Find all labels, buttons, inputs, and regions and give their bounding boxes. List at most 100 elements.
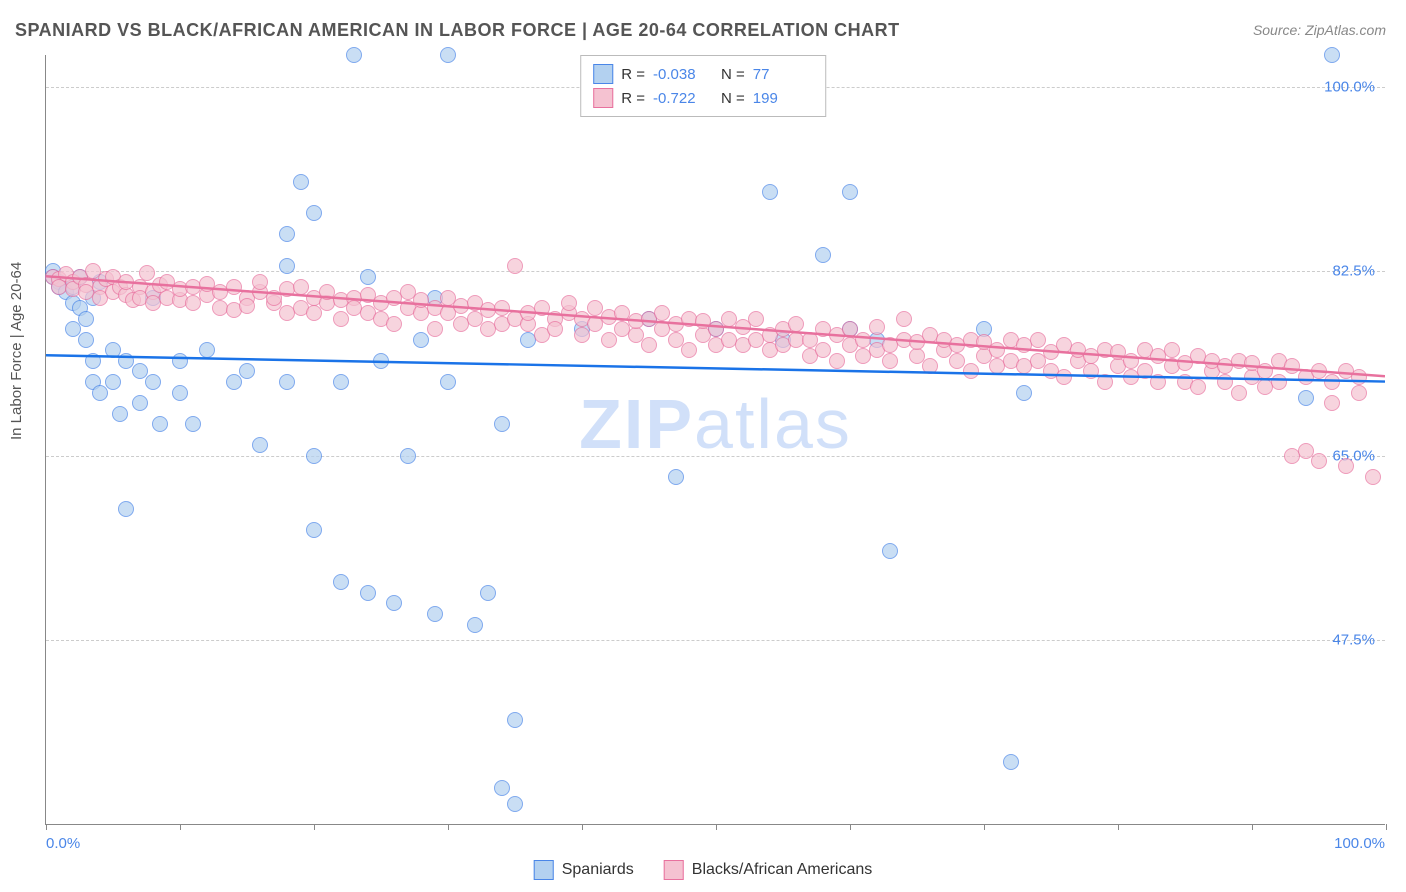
point-black <box>1056 369 1072 385</box>
stats-n-value-2: 199 <box>753 90 813 107</box>
point-black <box>1164 342 1180 358</box>
tick-x <box>1386 824 1387 830</box>
tick-x <box>1252 824 1253 830</box>
point-black <box>1324 395 1340 411</box>
point-spaniard <box>507 712 523 728</box>
point-spaniard <box>199 342 215 358</box>
gridline-h <box>46 271 1385 272</box>
point-black <box>574 327 590 343</box>
point-spaniard <box>279 258 295 274</box>
point-black <box>1351 385 1367 401</box>
legend-swatch-blue <box>534 860 554 880</box>
point-spaniard <box>762 184 778 200</box>
point-black <box>1311 453 1327 469</box>
point-spaniard <box>333 374 349 390</box>
point-spaniard <box>1003 754 1019 770</box>
point-spaniard <box>427 606 443 622</box>
point-black <box>882 353 898 369</box>
chart-title: SPANIARD VS BLACK/AFRICAN AMERICAN IN LA… <box>15 20 900 41</box>
point-spaniard <box>306 522 322 538</box>
point-spaniard <box>118 501 134 517</box>
point-spaniard <box>440 374 456 390</box>
point-spaniard <box>152 416 168 432</box>
point-spaniard <box>413 332 429 348</box>
point-spaniard <box>306 448 322 464</box>
point-spaniard <box>112 406 128 422</box>
point-spaniard <box>815 247 831 263</box>
point-spaniard <box>494 416 510 432</box>
point-spaniard <box>172 385 188 401</box>
stats-r-label: R = <box>621 66 645 83</box>
point-black <box>1365 469 1381 485</box>
plot-area: ZIPatlas 0.0% 100.0% 100.0%82.5%65.0%47.… <box>45 55 1385 825</box>
stats-box: R = -0.038 N = 77 R = -0.722 N = 199 <box>580 55 826 117</box>
point-spaniard <box>360 269 376 285</box>
gridlabel-h: 100.0% <box>1324 78 1375 95</box>
point-spaniard <box>279 374 295 390</box>
point-spaniard <box>467 617 483 633</box>
point-spaniard <box>400 448 416 464</box>
stats-row-series1: R = -0.038 N = 77 <box>593 62 813 86</box>
point-black <box>788 316 804 332</box>
point-spaniard <box>78 332 94 348</box>
stats-r-value-2: -0.722 <box>653 90 713 107</box>
point-black <box>427 321 443 337</box>
watermark-zip: ZIP <box>579 385 694 463</box>
point-spaniard <box>78 311 94 327</box>
point-spaniard <box>132 395 148 411</box>
tick-x <box>46 824 47 830</box>
legend-label-spaniards: Spaniards <box>562 861 634 879</box>
tick-x <box>448 824 449 830</box>
point-spaniard <box>226 374 242 390</box>
watermark: ZIPatlas <box>579 384 852 464</box>
point-black <box>561 295 577 311</box>
point-spaniard <box>293 174 309 190</box>
legend-swatch-pink <box>664 860 684 880</box>
point-spaniard <box>842 184 858 200</box>
x-axis-label-left: 0.0% <box>46 835 80 852</box>
point-black <box>1150 374 1166 390</box>
point-spaniard <box>252 437 268 453</box>
point-black <box>1324 374 1340 390</box>
point-spaniard <box>882 543 898 559</box>
point-black <box>1271 374 1287 390</box>
point-black <box>507 258 523 274</box>
point-black <box>333 311 349 327</box>
point-spaniard <box>1016 385 1032 401</box>
gridline-h <box>46 456 1385 457</box>
y-axis-label: In Labor Force | Age 20-64 <box>8 262 25 440</box>
stats-r-value-1: -0.038 <box>653 66 713 83</box>
tick-x <box>984 824 985 830</box>
stats-n-value-1: 77 <box>753 66 813 83</box>
legend-item-spaniards: Spaniards <box>534 860 634 880</box>
gridlabel-h: 82.5% <box>1332 263 1375 280</box>
point-black <box>306 305 322 321</box>
point-spaniard <box>105 374 121 390</box>
point-black <box>641 337 657 353</box>
point-black <box>1190 379 1206 395</box>
point-spaniard <box>386 595 402 611</box>
stats-row-series2: R = -0.722 N = 199 <box>593 86 813 110</box>
stats-swatch-pink <box>593 88 613 108</box>
bottom-legend: Spaniards Blacks/African Americans <box>534 860 873 880</box>
source-label: Source: ZipAtlas.com <box>1253 22 1386 38</box>
gridlabel-h: 47.5% <box>1332 632 1375 649</box>
point-spaniard <box>346 47 362 63</box>
point-black <box>547 321 563 337</box>
point-spaniard <box>92 385 108 401</box>
tick-x <box>850 824 851 830</box>
point-spaniard <box>1298 390 1314 406</box>
point-spaniard <box>333 574 349 590</box>
stats-r-label-2: R = <box>621 90 645 107</box>
point-spaniard <box>172 353 188 369</box>
gridline-h <box>46 640 1385 641</box>
point-spaniard <box>494 780 510 796</box>
point-black <box>748 311 764 327</box>
point-black <box>896 311 912 327</box>
point-black <box>601 332 617 348</box>
point-black <box>1097 374 1113 390</box>
trend-lines-svg <box>46 55 1385 824</box>
point-spaniard <box>373 353 389 369</box>
point-black <box>1351 369 1367 385</box>
point-black <box>829 353 845 369</box>
